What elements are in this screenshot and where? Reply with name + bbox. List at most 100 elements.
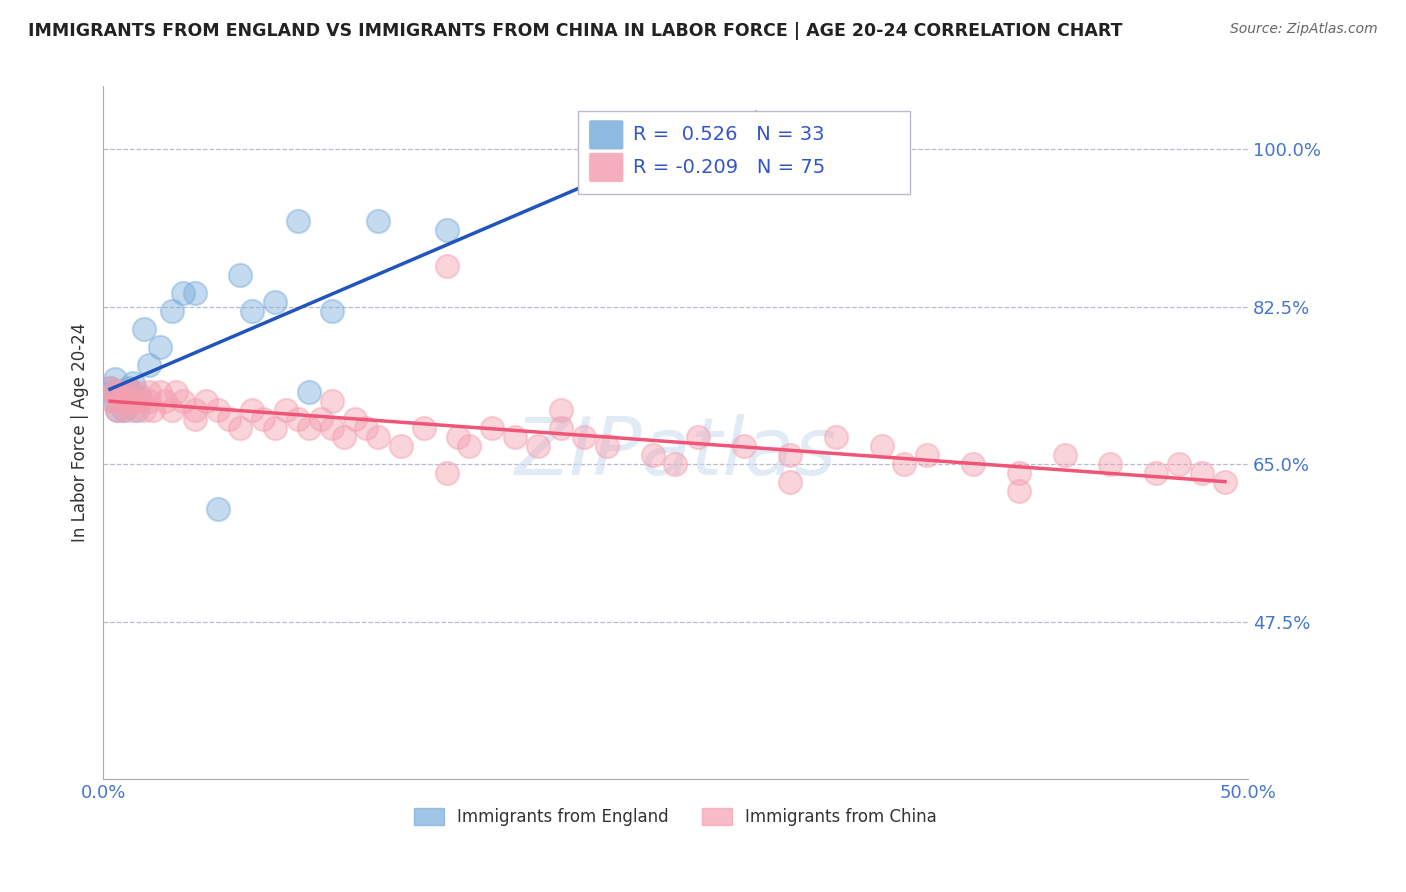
Point: [207, 403, 229, 417]
Point: [103, 372, 125, 386]
Point: [779, 448, 801, 462]
Point: [105, 385, 128, 400]
Point: [183, 286, 205, 301]
Point: [183, 403, 205, 417]
Point: [124, 394, 146, 409]
Point: [458, 439, 481, 453]
Point: [321, 304, 343, 318]
Text: R =  0.526   N = 33: R = 0.526 N = 33: [633, 126, 825, 145]
Point: [389, 439, 412, 453]
Point: [287, 214, 309, 228]
Point: [110, 394, 132, 409]
Point: [962, 457, 984, 471]
Y-axis label: In Labor Force | Age 20-24: In Labor Force | Age 20-24: [72, 323, 89, 542]
Point: [138, 385, 160, 400]
Point: [298, 385, 321, 400]
Point: [412, 421, 434, 435]
Point: [183, 412, 205, 426]
Point: [870, 439, 893, 453]
Point: [149, 340, 172, 354]
Point: [436, 223, 458, 237]
Point: [103, 385, 125, 400]
Text: ZIPatlas: ZIPatlas: [515, 415, 837, 492]
Point: [98, 381, 121, 395]
Point: [103, 394, 125, 409]
Point: [138, 358, 160, 372]
Point: [122, 376, 145, 391]
Point: [165, 385, 187, 400]
Point: [160, 304, 183, 318]
Point: [105, 403, 128, 417]
Point: [195, 394, 218, 409]
Point: [276, 403, 298, 417]
Point: [287, 412, 309, 426]
Point: [321, 394, 343, 409]
Text: R = -0.209   N = 75: R = -0.209 N = 75: [633, 158, 825, 177]
Point: [263, 295, 285, 310]
Point: [1213, 475, 1236, 489]
Point: [356, 421, 378, 435]
FancyBboxPatch shape: [578, 111, 910, 194]
Point: [572, 430, 595, 444]
Point: [112, 403, 135, 417]
Point: [436, 259, 458, 273]
Point: [503, 430, 526, 444]
Legend: Immigrants from England, Immigrants from China: Immigrants from England, Immigrants from…: [408, 801, 943, 833]
Point: [688, 430, 710, 444]
Point: [733, 439, 755, 453]
Point: [550, 403, 572, 417]
Point: [138, 394, 160, 409]
Point: [149, 385, 172, 400]
FancyBboxPatch shape: [589, 120, 624, 150]
Point: [120, 385, 142, 400]
Text: Source: ZipAtlas.com: Source: ZipAtlas.com: [1230, 22, 1378, 37]
Point: [321, 421, 343, 435]
Point: [218, 412, 240, 426]
Point: [105, 403, 128, 417]
Point: [160, 403, 183, 417]
Point: [824, 430, 846, 444]
Point: [172, 286, 194, 301]
Point: [252, 412, 274, 426]
Point: [1191, 466, 1213, 480]
Point: [298, 421, 321, 435]
Point: [101, 385, 124, 400]
Point: [122, 403, 145, 417]
Point: [153, 394, 176, 409]
Point: [1099, 457, 1122, 471]
Point: [240, 304, 263, 318]
Point: [240, 403, 263, 417]
Point: [128, 394, 150, 409]
Point: [1008, 466, 1031, 480]
Text: IMMIGRANTS FROM ENGLAND VS IMMIGRANTS FROM CHINA IN LABOR FORCE | AGE 20-24 CORR: IMMIGRANTS FROM ENGLAND VS IMMIGRANTS FR…: [28, 22, 1122, 40]
Point: [447, 430, 470, 444]
Point: [108, 394, 131, 409]
Point: [343, 412, 366, 426]
Point: [207, 502, 229, 516]
Point: [127, 385, 149, 400]
Point: [744, 142, 766, 156]
Point: [436, 466, 458, 480]
Point: [664, 457, 686, 471]
Point: [120, 385, 142, 400]
Point: [115, 385, 138, 400]
Point: [110, 394, 132, 409]
Point: [641, 448, 664, 462]
Point: [1144, 466, 1167, 480]
Point: [1168, 457, 1191, 471]
Point: [917, 448, 939, 462]
Point: [229, 421, 252, 435]
Point: [128, 390, 150, 404]
Point: [134, 322, 156, 336]
Point: [117, 381, 139, 395]
Point: [367, 214, 389, 228]
Point: [115, 385, 138, 400]
Point: [142, 403, 165, 417]
Point: [263, 421, 285, 435]
Point: [779, 475, 801, 489]
Point: [117, 394, 139, 409]
Point: [481, 421, 503, 435]
Point: [134, 403, 156, 417]
Point: [98, 381, 121, 395]
Point: [332, 430, 354, 444]
